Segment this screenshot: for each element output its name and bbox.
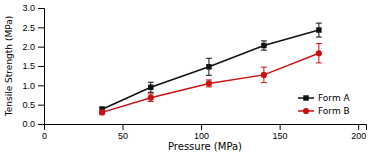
tick: 0.5 (22, 100, 44, 110)
legend-marker (303, 95, 308, 100)
legend-label: Form B (318, 106, 350, 116)
legend-marker (303, 108, 309, 114)
legend-entry: Form B (298, 106, 350, 116)
error-bar (261, 67, 267, 82)
point (148, 95, 154, 101)
marks (99, 23, 322, 115)
error-bar (206, 58, 212, 75)
tick: 0.0 (22, 119, 44, 129)
legend: Form A Form B (298, 93, 351, 116)
y-axis: 0.0 0.5 1.0 1.5 2.0 2.5 3.0 (22, 3, 44, 129)
plot-area: 0 50 100 150 200 0.0 0.5 1.0 1.5 2.0 2.5 3.0 Pressur… (4, 3, 367, 152)
tick-label: 150 (273, 131, 288, 141)
tick: 2.0 (22, 42, 44, 52)
tick: 150 (273, 124, 288, 141)
tick-label: 2.5 (22, 23, 35, 33)
x-axis: 0 50 100 150 200 (42, 124, 367, 141)
error-bar (316, 44, 322, 63)
chart: 0 50 100 150 200 0.0 0.5 1.0 1.5 2.0 2.5 3.0 Pressur… (0, 0, 378, 154)
legend-entry: Form A (298, 93, 351, 103)
tick-mark (358, 124, 359, 130)
tick-mark (38, 85, 44, 86)
tick-mark (123, 124, 124, 130)
point (99, 109, 105, 115)
axis-line (45, 125, 367, 131)
tick-mark (38, 66, 44, 67)
point (148, 85, 153, 90)
error-bar (261, 41, 267, 50)
error-bar (206, 80, 212, 87)
tick-label: 0.5 (22, 100, 35, 110)
point (206, 64, 211, 69)
tick: 200 (351, 124, 366, 141)
tick-label: 2.0 (22, 42, 35, 52)
tick-label: 200 (351, 131, 366, 141)
tick-label: 3.0 (22, 3, 35, 13)
tick: 0 (42, 124, 47, 141)
tick-mark (38, 47, 44, 48)
error-bar (148, 82, 154, 92)
point (316, 27, 321, 32)
tick-mark (201, 124, 202, 130)
tick: 3.0 (22, 3, 44, 13)
tick-mark (280, 124, 281, 130)
tick-label: 1.5 (22, 61, 35, 71)
tick-mark (38, 105, 44, 106)
point (316, 50, 322, 56)
tick-label: 0 (42, 131, 47, 141)
tick-label: 100 (194, 131, 209, 141)
series (99, 23, 322, 112)
tick: 2.5 (22, 23, 44, 33)
error-bar (148, 94, 154, 102)
tick-label: 0.0 (22, 119, 35, 129)
tick-mark (38, 8, 44, 9)
line (102, 53, 319, 112)
tick-label: 1.0 (22, 81, 35, 91)
legend-label: Form A (318, 93, 351, 103)
y-axis-title: Tensile Strength (MPa) (4, 16, 14, 117)
series (99, 44, 322, 116)
tick: 100 (194, 124, 209, 141)
axis-line (38, 9, 45, 125)
tick: 1.0 (22, 81, 44, 91)
point (261, 43, 266, 48)
tick-label: 50 (118, 131, 128, 141)
point (206, 80, 212, 86)
point (261, 72, 267, 78)
tick: 50 (118, 124, 128, 141)
tick-mark (38, 124, 44, 125)
tick: 1.5 (22, 61, 44, 71)
error-bar (316, 23, 322, 37)
x-axis-title: Pressure (MPa) (168, 141, 242, 152)
tick-mark (38, 27, 44, 28)
line (102, 30, 319, 109)
